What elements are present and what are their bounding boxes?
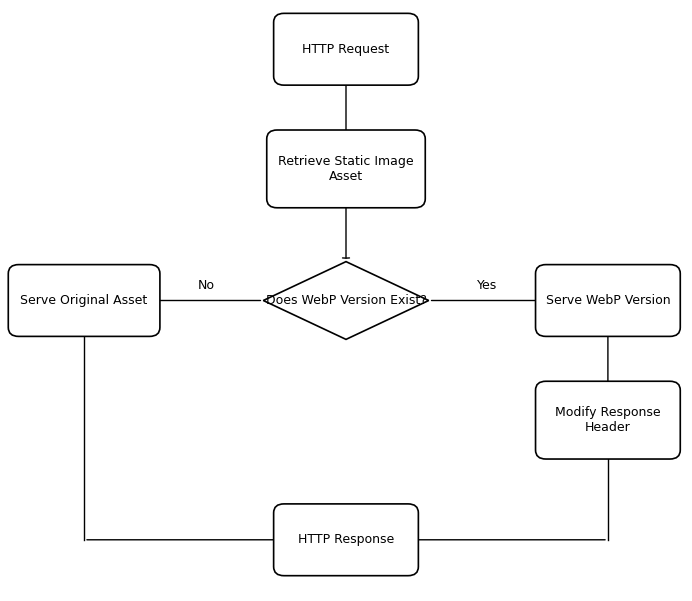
Text: Retrieve Static Image
Asset: Retrieve Static Image Asset (278, 155, 414, 183)
FancyBboxPatch shape (536, 381, 680, 459)
Text: Serve Original Asset: Serve Original Asset (21, 294, 147, 307)
FancyBboxPatch shape (273, 13, 419, 85)
Text: Modify Response
Header: Modify Response Header (555, 406, 661, 434)
FancyBboxPatch shape (536, 264, 680, 337)
Text: No: No (198, 279, 215, 292)
Text: HTTP Response: HTTP Response (298, 533, 394, 546)
Text: HTTP Request: HTTP Request (302, 43, 390, 56)
Polygon shape (263, 261, 429, 340)
Text: Does WebP Version Exist?: Does WebP Version Exist? (266, 294, 426, 307)
Text: Yes: Yes (477, 279, 498, 292)
FancyBboxPatch shape (266, 130, 426, 208)
FancyBboxPatch shape (8, 264, 160, 337)
Text: Serve WebP Version: Serve WebP Version (545, 294, 671, 307)
FancyBboxPatch shape (273, 504, 419, 576)
